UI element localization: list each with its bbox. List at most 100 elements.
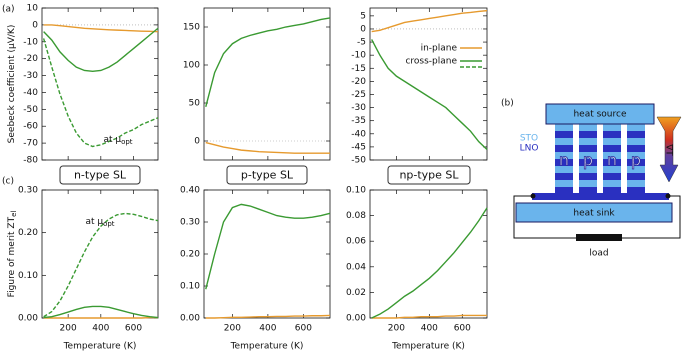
y-tick-label: 0.04 [346,262,366,272]
leg-layer [603,124,621,131]
series-line [371,207,488,319]
leg-layer [627,124,645,131]
leg-layer [603,152,621,159]
x-tick-label: 200 [60,324,77,334]
y-tick-label: 50 [189,99,201,109]
annotation-sub: opt [121,138,133,146]
leg-layer [579,187,597,194]
x-tick-label: 600 [125,324,142,334]
panel-label: (a) [2,5,15,15]
heat-source-label: heat source [573,110,626,120]
y-tick-label: -15 [351,64,366,74]
y-tick-label: -25 [351,90,366,100]
leg-layer [627,145,645,152]
leg-label: n [607,151,617,170]
group-box [226,165,308,185]
series-line [371,39,488,151]
leg-layer [579,159,597,166]
y-tick-label: 0 [360,24,366,34]
leg-layer [627,152,645,159]
leg-layer [603,180,621,187]
series-line [43,212,159,318]
leg-layer [603,138,621,145]
y-tick-label: -20 [351,77,366,87]
annotation-main: at μ [103,135,121,145]
series-line [43,305,159,319]
leg-layer [555,187,573,194]
leg-layer [627,138,645,145]
series-line [42,38,159,148]
leg-layer [555,173,573,180]
leg-layer [579,145,597,152]
y-tick-label: 0.06 [346,237,366,247]
leg-layer [555,131,573,138]
leg-layer [555,124,573,131]
gradient-label: ∇T [664,143,674,156]
leg-layer [627,173,645,180]
heat-source [545,103,655,125]
annotation: at μopt [85,217,114,229]
annotation: at μopt [103,135,132,147]
series-line [43,27,159,73]
leg-layer [603,187,621,194]
x-tick-label: 600 [295,324,312,334]
y-tick-label: -10 [351,51,366,61]
y-tick-label: -50 [23,105,38,115]
x-tick-label: 200 [224,324,241,334]
y-tick-label: 0.10 [18,271,38,281]
leg-layer [627,131,645,138]
leg-layer [603,159,621,166]
y-tick-label: 0.10 [180,282,200,292]
leg-layer [627,187,645,194]
leg-layer [579,173,597,180]
y-tick-label: 0.00 [346,314,366,324]
group-box [387,165,471,185]
series-line [43,24,159,33]
heat-sink-label: heat sink [573,209,615,219]
y-tick-label: -40 [23,88,38,98]
leg-layer [555,166,573,173]
y-tick-label: 150 [183,23,200,33]
y-tick-label: 0 [32,20,38,30]
leg-layer [627,180,645,187]
leg-layer [603,166,621,173]
y-axis-label: Figure of merit ZTel [7,211,19,298]
lno-label: LNO [520,144,539,154]
leg-layer [579,124,597,131]
y-tick-label: 0.30 [18,186,38,196]
legend-label: cross-plane [405,57,457,67]
y-tick-label: 10 [27,4,39,14]
x-axis-label: Temperature (K) [230,342,304,352]
plot-frame [41,7,159,161]
y-tick-label: -5 [357,38,366,48]
leg-layer [579,138,597,145]
leg-layer [627,166,645,173]
y-tick-label: -10 [23,37,38,47]
leg-layer [555,180,573,187]
y-tick-label: 0 [194,137,200,147]
terminal [665,193,671,199]
y-tick-label: 0.30 [180,218,200,228]
y-tick-label: -50 [351,156,366,166]
group-label: p-type SL [241,169,294,182]
leg-layer [627,159,645,166]
y-tick-label: 0.20 [180,250,200,260]
leg-layer [603,131,621,138]
y-axis-label-main: Seebeck coefficient (μV/K) [7,25,17,144]
leg-layer [555,145,573,152]
y-tick-label: 100 [183,61,200,71]
group-label: np-type SL [399,169,459,182]
legend-label: in-plane [421,44,458,54]
x-tick-label: 600 [454,324,471,334]
series-line [371,9,488,33]
y-tick-label: -40 [351,129,366,139]
y-tick-label: 5 [360,11,366,21]
leg-layer [603,145,621,152]
y-tick-label: 0.20 [18,228,38,238]
leg-layer [579,131,597,138]
series-line [205,17,331,107]
plot-frame [41,189,159,319]
y-tick-label: 0.40 [180,186,200,196]
